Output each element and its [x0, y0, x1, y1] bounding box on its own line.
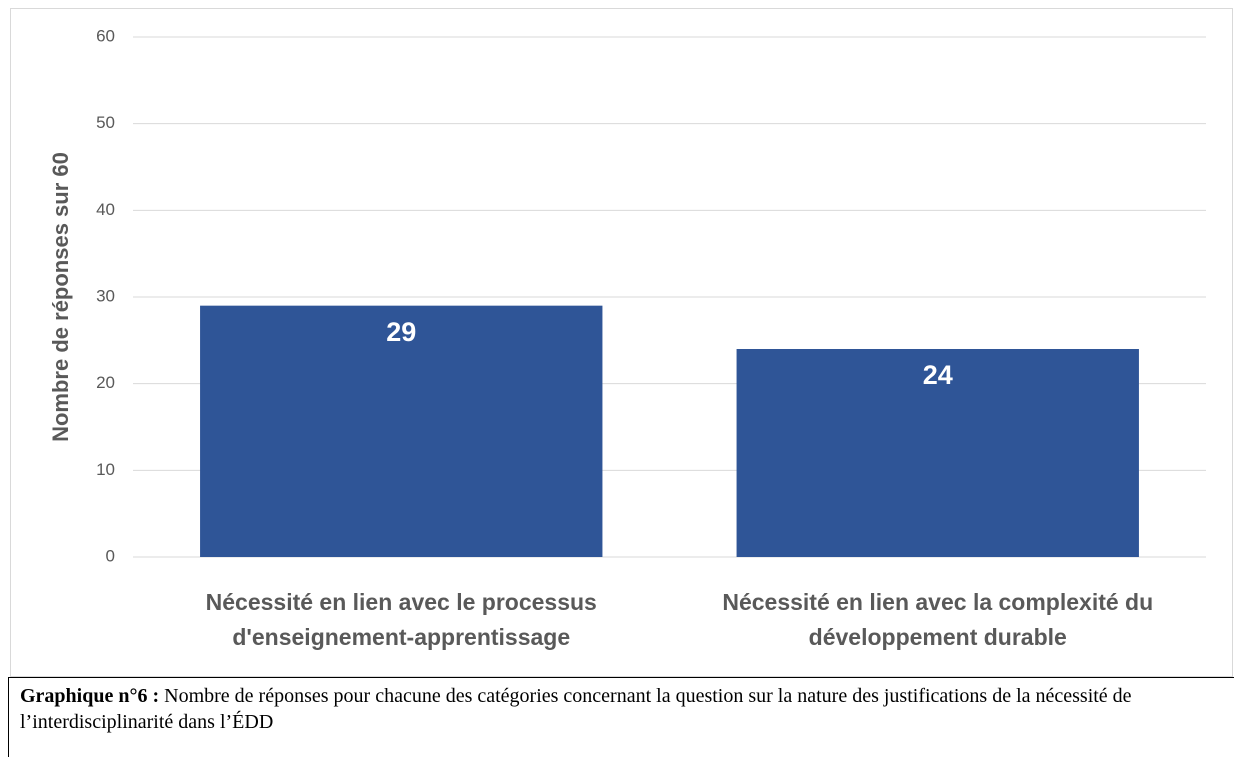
caption: Graphique n°6 : Nombre de réponses pour … [20, 683, 1210, 735]
y-tick-label: 40 [96, 200, 115, 219]
caption-border [8, 677, 1234, 678]
caption-border [8, 677, 9, 757]
y-axis-title: Nombre de réponses sur 60 [48, 152, 73, 442]
data-label: 29 [386, 317, 416, 347]
x-tick-label: Nécessité en lien avec la complexité du … [722, 589, 1154, 650]
data-label: 24 [923, 360, 953, 390]
y-tick-label: 30 [96, 286, 115, 305]
bar [200, 305, 603, 557]
chart: Nombre de réponses sur 60 0 10 20 30 40 50 60 2… [10, 8, 1233, 677]
y-tick-label: 10 [96, 460, 115, 479]
y-tick-label: 60 [96, 26, 115, 45]
x-tick-label: Nécessité en lien avec le processus d'en… [205, 589, 597, 650]
x-tick-label-box: Nécessité en lien avec la complexité du … [722, 589, 1154, 650]
y-tick-label: 20 [96, 373, 115, 392]
y-tick-label: 0 [106, 546, 115, 565]
bar [736, 349, 1139, 557]
caption-text: Nombre de réponses pour chacune des caté… [20, 685, 1132, 733]
x-tick-label-box: Nécessité en lien avec le processus d'en… [205, 589, 597, 650]
y-tick-label: 50 [96, 113, 115, 132]
caption-label: Graphique n°6 : [20, 685, 160, 707]
chart-border [10, 8, 1233, 677]
